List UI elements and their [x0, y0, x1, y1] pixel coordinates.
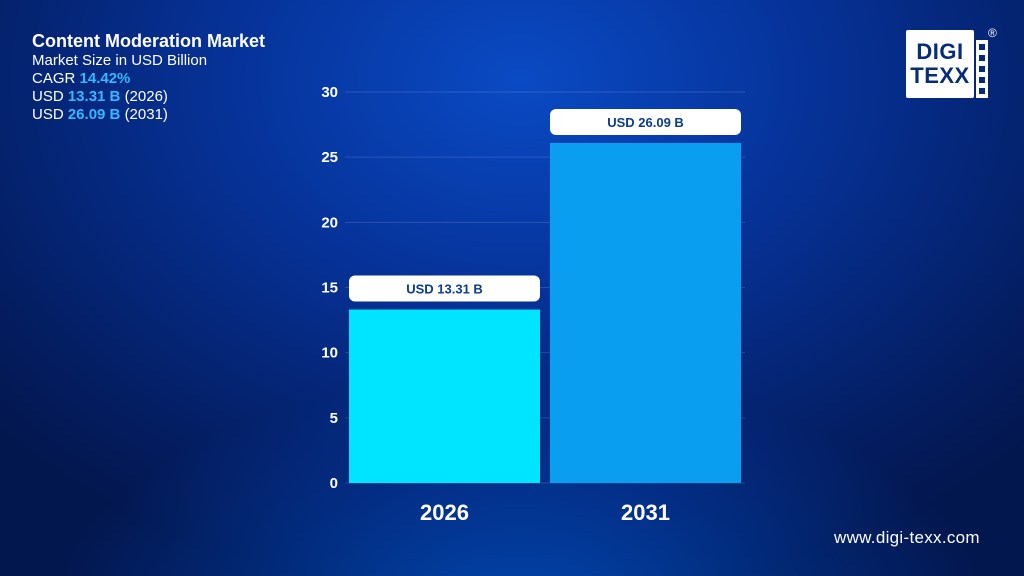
- market-size-2031-year: (2031): [124, 106, 168, 123]
- market-size-2031-line: USD 26.09 B (2031): [32, 106, 265, 124]
- bar-2031: [550, 142, 741, 483]
- logo-box: DIGI TEXX: [906, 30, 974, 98]
- film-strip-icon: [976, 40, 988, 98]
- website-url[interactable]: www.digi-texx.com: [834, 528, 980, 547]
- market-size-2031-prefix: USD: [32, 106, 64, 123]
- cagr-line: CAGR 14.42%: [32, 70, 265, 88]
- market-size-2026-line: USD 13.31 B (2026): [32, 88, 265, 106]
- market-size-2026-year: (2026): [124, 88, 168, 105]
- x-tick-label-2031: 2031: [621, 500, 670, 525]
- chart-subtitle: Market Size in USD Billion: [32, 52, 208, 69]
- data-label-box-2026: [349, 275, 540, 302]
- y-tick-label-25: 25: [321, 149, 338, 166]
- y-tick-label-15: 15: [321, 280, 338, 297]
- registered-mark: ®: [988, 26, 997, 40]
- cagr-label: CAGR: [32, 70, 76, 87]
- chart-header: Content Moderation Market Market Size in…: [32, 31, 265, 124]
- y-tick-label-20: 20: [321, 214, 338, 231]
- data-label-box-2031: [550, 108, 741, 135]
- y-tick-label-5: 5: [330, 410, 338, 427]
- market-size-2031-value: 26.09 B: [67, 106, 121, 123]
- logo-line-1: DIGI: [916, 39, 964, 64]
- digi-texx-logo: DIGI TEXX ®: [906, 26, 1000, 100]
- data-label-2031: USD 26.09 B: [607, 115, 684, 130]
- y-tick-label-10: 10: [321, 345, 338, 362]
- logo-line-2: TEXX: [910, 63, 970, 88]
- cagr-value: 14.42%: [79, 70, 131, 87]
- x-tick-label-2026: 2026: [420, 500, 469, 525]
- bar-2026: [349, 309, 540, 483]
- market-size-2026-value: 13.31 B: [67, 88, 121, 105]
- data-label-2026: USD 13.31 B: [406, 282, 483, 297]
- market-size-2026-prefix: USD: [32, 88, 64, 105]
- chart-title: Content Moderation Market: [32, 31, 266, 51]
- y-tick-label-30: 30: [321, 84, 338, 101]
- y-tick-label-0: 0: [330, 475, 338, 492]
